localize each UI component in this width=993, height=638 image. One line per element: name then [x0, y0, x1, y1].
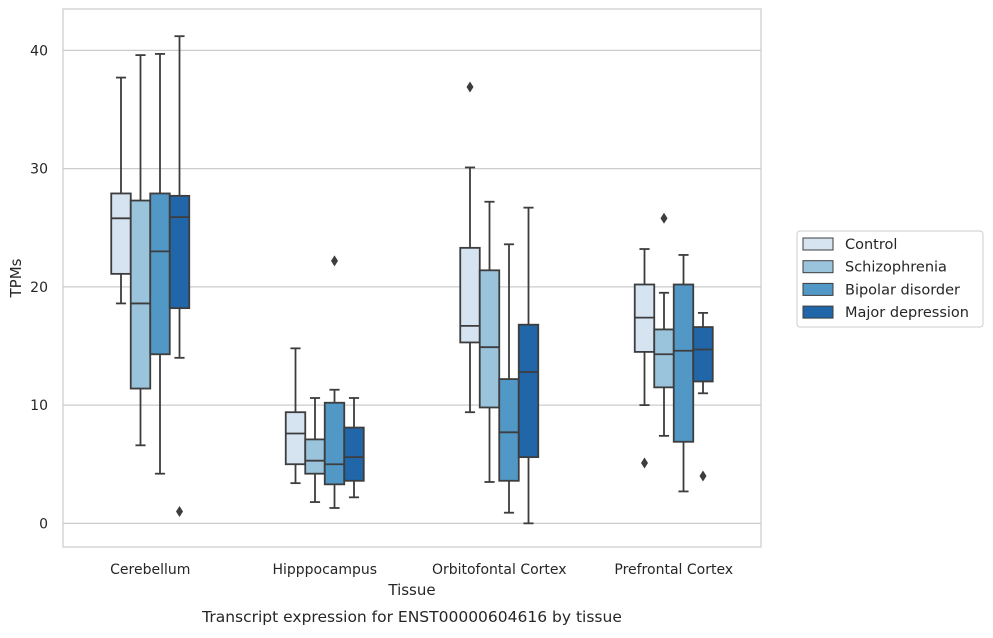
box-iqr	[149, 192, 171, 356]
box-control	[459, 81, 481, 414]
y-tick-label: 20	[30, 280, 48, 296]
legend-swatch	[802, 282, 834, 296]
legend: Control Schizophrenia Bipolar disorder Majo…	[796, 230, 984, 328]
outlier-point	[699, 470, 707, 482]
outlier-point	[466, 81, 474, 93]
outlier-point	[176, 506, 183, 518]
outlier-point	[641, 457, 648, 469]
legend-frame	[796, 230, 984, 328]
box-control	[110, 76, 132, 305]
x-tick-label: Cerebellum	[110, 562, 190, 578]
y-tick-label: 10	[30, 398, 48, 414]
box-bipolar-disorder	[149, 53, 171, 475]
x-tick-labels: Cerebellum Hipppocampus Orbitofontal Corte…	[110, 562, 733, 578]
box-control	[633, 248, 656, 469]
box-bipolar-disorder	[323, 255, 346, 509]
box-major-depression	[692, 311, 714, 482]
box-iqr	[284, 411, 307, 466]
box-iqr	[323, 401, 346, 486]
box-iqr	[672, 283, 695, 443]
box-iqr	[653, 328, 675, 389]
box-iqr	[478, 269, 501, 409]
box-iqr	[129, 199, 152, 390]
legend-label: Bipolar disorder	[845, 282, 960, 298]
box-iqr	[459, 246, 481, 344]
legend-label: Schizophrenia	[845, 260, 947, 276]
box-iqr	[343, 426, 365, 482]
box-control	[284, 347, 307, 485]
boxes	[110, 35, 714, 525]
box-schizophrenia	[653, 212, 675, 437]
y-axis-label: TPMs	[7, 258, 25, 298]
legend-swatch	[802, 305, 834, 319]
y-tick-labels: 0 10 20 30 40	[30, 43, 48, 532]
box-iqr	[517, 323, 540, 459]
box-schizophrenia	[478, 200, 501, 483]
x-tick-label: Prefrontal Cortex	[614, 562, 733, 578]
box-major-depression	[343, 397, 365, 499]
box-iqr	[168, 194, 191, 310]
y-tick-label: 30	[30, 162, 48, 178]
box-iqr	[692, 326, 714, 383]
x-tick-label: Orbitofontal Cortex	[432, 562, 567, 578]
legend-swatch	[802, 237, 834, 251]
x-axis-label: Tissue	[387, 581, 435, 599]
legend-label: Major depression	[845, 305, 969, 321]
box-iqr	[498, 378, 520, 482]
chart-caption: Transcript expression for ENST0000060461…	[201, 608, 622, 626]
legend-label: Control	[845, 237, 897, 253]
x-tick-label: Hipppocampus	[272, 562, 377, 578]
box-schizophrenia	[129, 54, 152, 447]
box-schizophrenia	[304, 397, 326, 503]
box-iqr	[110, 192, 132, 275]
box-major-depression	[168, 35, 191, 518]
box-iqr	[304, 438, 326, 475]
legend-swatch	[802, 260, 834, 274]
outlier-point	[660, 212, 668, 224]
y-tick-label: 40	[30, 43, 48, 59]
y-tick-label: 0	[39, 516, 48, 532]
outlier-point	[331, 255, 338, 267]
box-major-depression	[517, 206, 540, 525]
box-bipolar-disorder	[672, 254, 695, 493]
